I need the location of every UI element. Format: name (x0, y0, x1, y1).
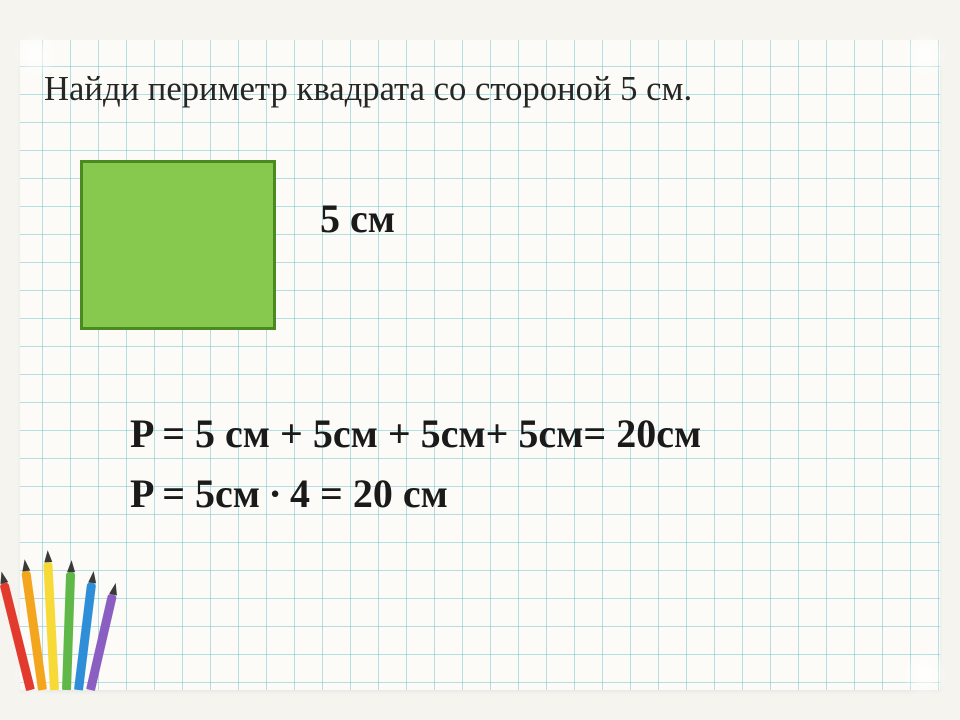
pencil-icon (74, 582, 96, 690)
pencil-icon (62, 572, 75, 690)
corner-glow (902, 32, 948, 78)
corner-glow (12, 652, 58, 698)
graph-paper-sheet: Найди периметр квадрата со стороной 5 см… (20, 40, 940, 690)
corner-glow (902, 652, 948, 698)
square-shape (80, 160, 276, 330)
perimeter-formula-sum: P = 5 см + 5см + 5см+ 5см= 20см (130, 410, 701, 457)
pencil-icon (86, 593, 117, 691)
perimeter-formula-product: P = 5см ∙ 4 = 20 см (130, 470, 448, 517)
task-text: Найди периметр квадрата со стороной 5 см… (44, 70, 692, 109)
square-side-label: 5 см (320, 195, 395, 242)
